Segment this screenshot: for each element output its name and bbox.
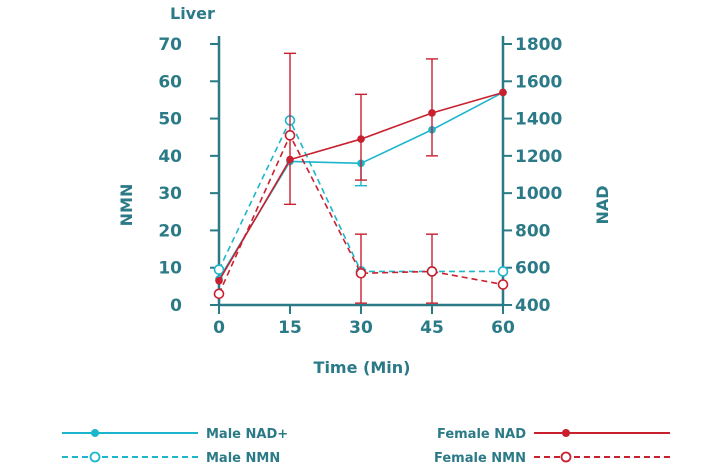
y-left-tick-label: 40 [158,147,182,167]
y-axis-left-title: NMN [117,184,136,227]
x-tick-label: 45 [420,318,444,338]
data-point-female-nad [215,276,223,285]
data-point-male-nmn [213,264,225,275]
data-point-female-nad [286,155,294,164]
y-left-tick-label: 60 [158,72,182,92]
data-point-female-nad [357,135,365,143]
data-point-female-nmn [497,279,509,290]
legend-marker-female-nmn [560,451,572,463]
data-point-male-nmn [497,266,509,277]
legend-marker-male-nad [91,429,99,437]
legend-label-female-nmn: Female NMN [434,451,526,466]
x-tick-label: 0 [213,318,225,338]
x-tick-label: 30 [349,318,373,338]
y-left-tick-label: 70 [158,35,182,55]
axes: 0102030405060704006008001000120014001600… [158,35,562,338]
y-right-tick-label: 600 [515,259,551,279]
x-tick-label: 60 [491,318,515,338]
chart-title: Liver [170,4,215,23]
legend-item-male-nad: Male NAD+ [62,427,288,442]
y-left-tick-label: 30 [158,184,182,204]
y-right-tick-label: 1200 [515,147,562,167]
legend-label-female-nad: Female NAD [437,427,526,442]
legend-marker-female-nad [562,429,570,437]
data-point-female-nmn [426,266,438,277]
y-right-tick-label: 400 [515,296,551,316]
y-left-tick-label: 0 [170,296,182,316]
legend-marker-male-nmn [89,451,101,463]
y-right-tick-label: 1000 [515,184,562,204]
y-right-tick-label: 1400 [515,110,562,130]
series-line-female-nmn [218,134,504,295]
data-point-female-nmn [213,288,225,300]
legend-label-male-nad: Male NAD+ [206,427,288,442]
x-axis-title: Time (Min) [314,358,411,377]
legend: Male NAD+ Male NMN Female NAD Female NMN [62,427,670,466]
y-left-tick-label: 20 [158,221,182,241]
y-left-tick-label: 10 [158,259,182,279]
data-point-female-nad [428,109,436,117]
data-point-female-nmn [284,130,296,141]
y-right-tick-label: 800 [515,221,551,241]
legend-item-male-nmn: Male NMN [62,451,280,466]
data-point-female-nmn [355,268,367,279]
legend-item-female-nmn: Female NMN [434,451,670,466]
y-axis-right-title: NAD [593,185,612,224]
legend-item-female-nad: Female NAD [437,427,670,442]
plot-area [213,52,509,304]
y-right-tick-label: 1600 [515,72,562,92]
y-right-tick-label: 1800 [515,35,562,55]
legend-label-male-nmn: Male NMN [206,451,280,466]
y-left-tick-label: 50 [158,110,182,130]
x-tick-label: 15 [278,318,302,338]
data-point-female-nad [499,88,507,97]
